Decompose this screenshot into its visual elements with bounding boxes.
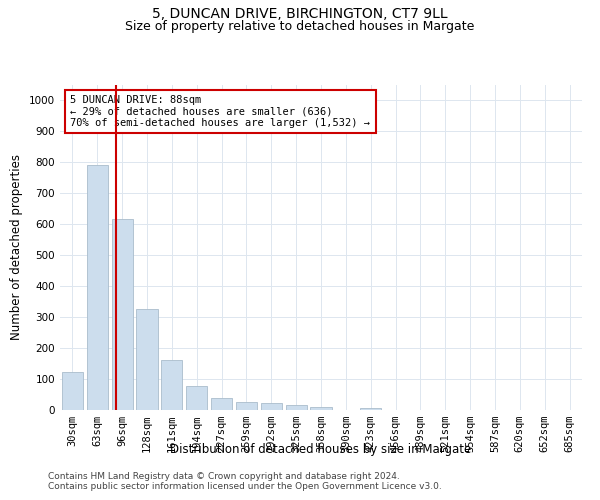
Bar: [112, 219, 133, 410]
Text: Contains public sector information licensed under the Open Government Licence v3: Contains public sector information licen…: [48, 482, 442, 491]
Bar: [236, 402, 257, 410]
Bar: [286, 406, 307, 410]
Text: Distribution of detached houses by size in Margate: Distribution of detached houses by size …: [170, 442, 472, 456]
Text: Contains HM Land Registry data © Crown copyright and database right 2024.: Contains HM Land Registry data © Crown c…: [48, 472, 400, 481]
Bar: [87, 164, 108, 410]
Bar: [136, 309, 158, 410]
Bar: [360, 408, 381, 410]
Text: 5, DUNCAN DRIVE, BIRCHINGTON, CT7 9LL: 5, DUNCAN DRIVE, BIRCHINGTON, CT7 9LL: [152, 8, 448, 22]
Bar: [261, 403, 282, 410]
Text: Size of property relative to detached houses in Margate: Size of property relative to detached ho…: [125, 20, 475, 33]
Bar: [62, 372, 83, 410]
Text: 5 DUNCAN DRIVE: 88sqm
← 29% of detached houses are smaller (636)
70% of semi-det: 5 DUNCAN DRIVE: 88sqm ← 29% of detached …: [70, 94, 370, 128]
Bar: [161, 360, 182, 410]
Bar: [211, 398, 232, 410]
Bar: [186, 386, 207, 410]
Bar: [310, 407, 332, 410]
Y-axis label: Number of detached properties: Number of detached properties: [10, 154, 23, 340]
